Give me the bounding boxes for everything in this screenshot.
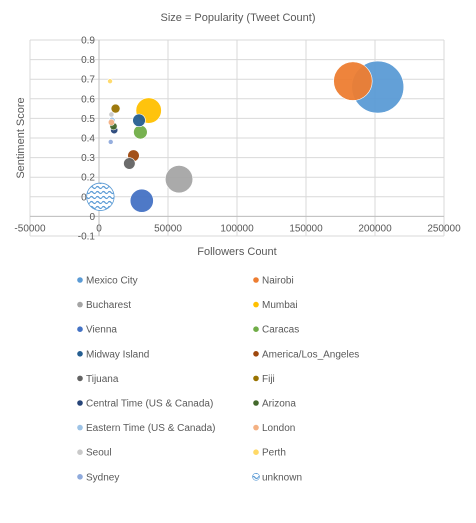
legend-marker-central-time-us-canada [77, 400, 83, 406]
bubble-london [108, 119, 114, 125]
legend-label-arizona: Arizona [262, 399, 296, 410]
legend-label-eastern-time-us-canada: Eastern Time (US & Canada) [86, 423, 216, 434]
legend-marker-london [253, 425, 259, 431]
y-tick-label: 0.7 [81, 75, 95, 86]
legend-marker-perth [253, 449, 259, 455]
legend-label-sydney: Sydney [86, 472, 119, 483]
legend-label-america-los-angeles: America/Los_Angeles [262, 349, 359, 360]
legend-label-central-time-us-canada: Central Time (US & Canada) [86, 399, 213, 410]
x-tick-label: 200000 [358, 223, 392, 234]
y-tick-label: 0.4 [81, 134, 95, 145]
legend-label-caracas: Caracas [262, 325, 299, 336]
y-tick-label: 0.9 [81, 36, 95, 47]
bubble-tijuana [124, 158, 136, 170]
legend-marker-america-los-angeles [253, 351, 259, 357]
bubble-perth [108, 79, 113, 84]
legend-marker-fiji [253, 376, 259, 382]
legend: Mexico City Nairobi Bucharest Mumbai Vienna C… [77, 276, 359, 484]
y-tick-label: -0.1 [78, 232, 96, 243]
legend-marker-mumbai [253, 302, 259, 308]
y-tick-label: 0.8 [81, 55, 95, 66]
x-tick-label: -50000 [14, 223, 46, 234]
legend-marker-arizona [253, 400, 259, 406]
legend-marker-sydney [77, 474, 83, 480]
y-axis-title: Sentiment Score [15, 97, 27, 178]
chart-title: Size = Popularity (Tweet Count) [161, 12, 316, 24]
bubbles [87, 61, 404, 212]
x-tick-label: 50000 [154, 223, 182, 234]
legend-label-tijuana: Tijuana [86, 374, 119, 385]
y-tick-label: 0.5 [81, 114, 95, 125]
legend-label-bucharest: Bucharest [86, 300, 131, 311]
legend-label-london: London [262, 423, 295, 434]
legend-marker-bucharest [77, 302, 83, 308]
legend-label-mumbai: Mumbai [262, 300, 298, 311]
legend-marker-nairobi [253, 277, 259, 283]
bubble-unknown [87, 183, 115, 211]
bubble-fiji [111, 104, 120, 113]
y-tick-label: 0 [89, 212, 95, 223]
legend-label-perth: Perth [262, 448, 286, 459]
legend-marker-eastern-time-us-canada [77, 425, 83, 431]
bubble-vienna [130, 189, 153, 212]
bubble-seoul [109, 112, 114, 117]
x-axis-title: Followers Count [197, 246, 276, 258]
legend-label-vienna: Vienna [86, 325, 117, 336]
legend-marker-caracas [253, 326, 259, 332]
legend-marker-mexico-city [77, 277, 83, 283]
x-tick-label: 250000 [427, 223, 461, 234]
bubble-midway-island [133, 114, 146, 127]
legend-label-seoul: Seoul [86, 448, 112, 459]
y-tick-label: 0.2 [81, 173, 95, 184]
legend-marker-midway-island [77, 351, 83, 357]
legend-marker-tijuana [77, 376, 83, 382]
bubble-nairobi [334, 62, 373, 101]
bubble-caracas [134, 125, 148, 139]
legend-label-nairobi: Nairobi [262, 276, 294, 287]
legend-label-fiji: Fiji [262, 374, 275, 385]
legend-marker-seoul [77, 449, 83, 455]
y-tick-label: 0.3 [81, 153, 95, 164]
legend-label-mexico-city: Mexico City [86, 276, 138, 287]
x-tick-label: 150000 [289, 223, 323, 234]
y-tick-label: 0.6 [81, 94, 95, 105]
x-tick-label: 100000 [220, 223, 254, 234]
bubble-bucharest [165, 165, 193, 193]
legend-label-unknown: unknown [262, 472, 302, 483]
bubble-sydney [108, 139, 113, 144]
legend-label-midway-island: Midway Island [86, 349, 149, 360]
legend-marker-vienna [77, 326, 83, 332]
legend-marker-unknown [253, 473, 260, 480]
x-tick-label: 0 [96, 223, 102, 234]
